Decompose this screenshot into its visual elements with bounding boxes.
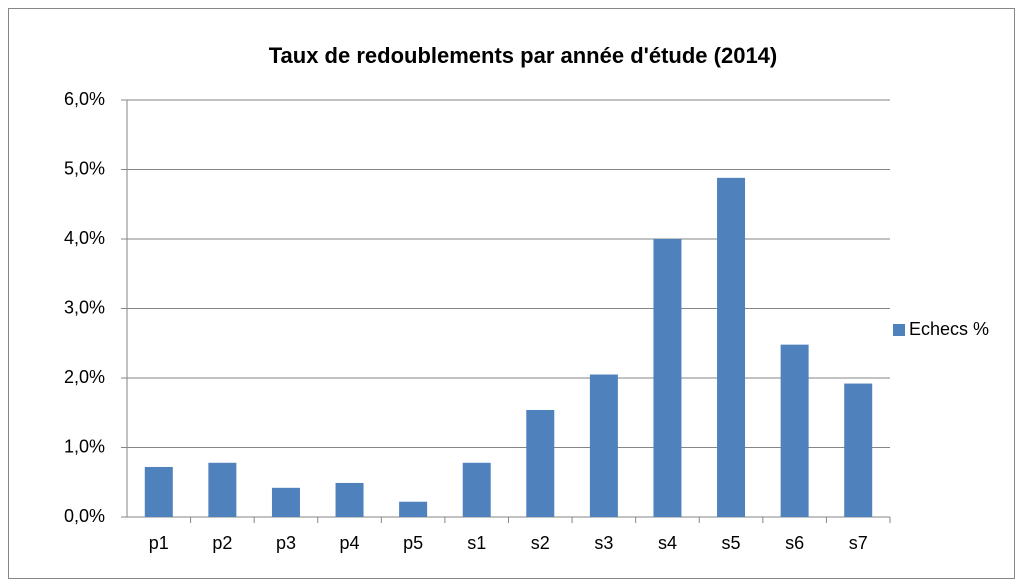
bar	[589, 374, 618, 517]
chart-title: Taux de redoublements par année d'étude …	[269, 43, 778, 68]
x-tick-label: s7	[849, 533, 868, 553]
bar	[717, 177, 746, 517]
x-tick-label: s4	[658, 533, 677, 553]
y-tick-label: 0,0%	[64, 506, 105, 526]
y-tick-label: 3,0%	[64, 297, 105, 317]
legend-swatch	[893, 324, 905, 336]
x-tick-label: s5	[722, 533, 741, 553]
x-tick-label: p3	[276, 533, 296, 553]
bar	[335, 482, 364, 517]
bar	[780, 344, 809, 517]
x-tick-label: p1	[149, 533, 169, 553]
bar	[653, 239, 682, 517]
x-tick-label: p2	[212, 533, 232, 553]
y-tick-label: 6,0%	[64, 89, 105, 109]
y-tick-label: 5,0%	[64, 158, 105, 178]
bar	[462, 462, 491, 517]
x-tick-label: s3	[594, 533, 613, 553]
y-tick-label: 2,0%	[64, 367, 105, 387]
x-tick-label: p5	[403, 533, 423, 553]
y-tick-label: 1,0%	[64, 436, 105, 456]
bar	[399, 501, 428, 517]
bar	[271, 487, 300, 517]
x-tick-label: s1	[467, 533, 486, 553]
x-tick-label: s2	[531, 533, 550, 553]
x-tick-label: s6	[785, 533, 804, 553]
x-tick-label: p4	[340, 533, 360, 553]
bar	[526, 409, 555, 517]
bar	[208, 462, 237, 517]
y-tick-label: 4,0%	[64, 228, 105, 248]
bar	[844, 383, 873, 517]
legend-label: Echecs %	[909, 319, 989, 339]
bar	[144, 466, 173, 517]
